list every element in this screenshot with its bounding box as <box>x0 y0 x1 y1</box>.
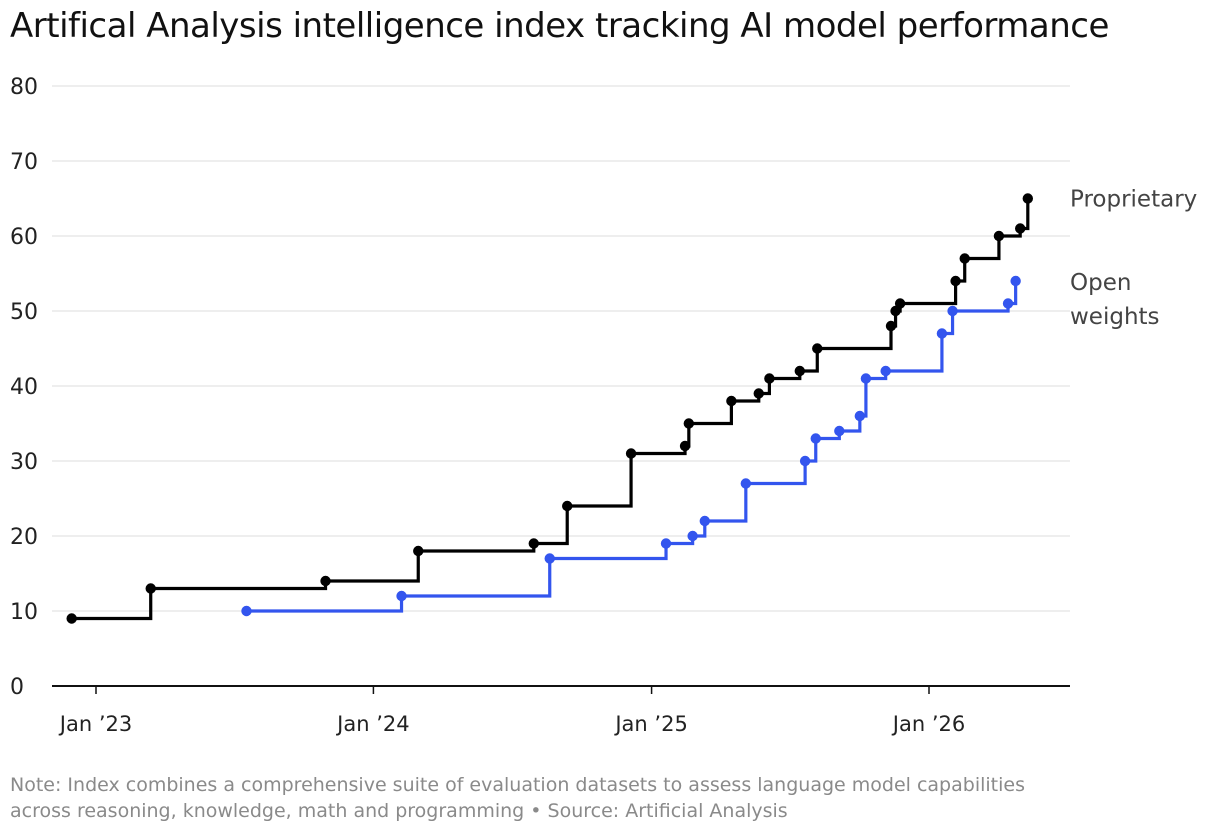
data-point <box>812 343 823 354</box>
x-tick-label: Jan ’23 <box>58 712 132 736</box>
data-point <box>880 365 891 377</box>
data-point <box>894 298 906 309</box>
series-label-line: Open <box>1070 270 1131 296</box>
y-tick-label: 80 <box>10 75 38 100</box>
note-line-2: across reasoning, knowledge, math and pr… <box>10 800 788 822</box>
data-point <box>241 605 252 617</box>
data-point <box>66 613 77 624</box>
data-point <box>528 538 539 549</box>
data-point <box>959 253 970 264</box>
y-tick-label: 50 <box>10 300 38 325</box>
chart-title: Artifical Analysis intelligence index tr… <box>10 6 1109 46</box>
data-point <box>890 305 901 317</box>
data-point <box>740 478 752 489</box>
data-point <box>834 425 845 437</box>
y-tick-label: 60 <box>10 225 38 250</box>
x-tick-label: Jan ’24 <box>335 712 409 736</box>
chart-note: Note: Index combines a comprehensive sui… <box>10 772 1210 824</box>
series-label-line: weights <box>1070 304 1160 330</box>
data-point <box>794 365 805 377</box>
y-tick-label: 10 <box>10 600 38 625</box>
series-label-proprietary: Proprietary <box>1070 187 1197 213</box>
y-tick-label: 70 <box>10 150 38 175</box>
x-axis: Jan ’23 Jan ’24 Jan ’25 Jan ’26 <box>52 685 1070 736</box>
y-tick-label: 20 <box>10 525 38 550</box>
data-point <box>1022 193 1034 204</box>
data-point <box>1002 298 1014 309</box>
data-point <box>687 530 698 542</box>
data-point <box>860 373 872 384</box>
grid-lines <box>52 85 1070 612</box>
series-labels: Proprietary Open weights <box>1070 187 1197 331</box>
data-point <box>764 373 775 384</box>
data-point <box>699 515 710 527</box>
series-line-open-weights <box>246 281 1018 613</box>
data-point <box>726 395 737 407</box>
data-point <box>950 275 961 287</box>
data-point <box>810 433 821 444</box>
data-point <box>683 418 695 429</box>
data-point <box>660 538 672 549</box>
data-point <box>799 455 811 467</box>
data-point <box>396 590 407 602</box>
data-point <box>1015 223 1026 234</box>
y-axis-ticks: 0 10 20 30 40 50 60 70 80 <box>10 75 38 700</box>
data-point <box>413 545 424 557</box>
data-point <box>625 448 637 459</box>
data-point <box>679 440 691 452</box>
series-label-open-weights: Open weights <box>1070 270 1160 330</box>
data-point <box>936 328 948 339</box>
y-tick-label: 0 <box>10 675 24 700</box>
x-tick-label: Jan ’25 <box>613 712 687 736</box>
data-point <box>320 575 331 587</box>
data-point <box>562 500 573 512</box>
data-point <box>854 410 866 422</box>
series-line-proprietary <box>71 198 1030 621</box>
x-tick-label: Jan ’26 <box>891 712 965 736</box>
data-point <box>993 230 1005 242</box>
data-point <box>885 320 897 332</box>
series-layer <box>66 193 1034 624</box>
data-point <box>145 583 156 594</box>
data-point <box>1010 275 1021 287</box>
y-tick-label: 30 <box>10 450 38 475</box>
data-point <box>544 553 555 564</box>
note-line-1: Note: Index combines a comprehensive sui… <box>10 774 1025 796</box>
y-tick-label: 40 <box>10 375 38 400</box>
data-point <box>753 388 764 399</box>
data-point <box>947 305 958 317</box>
